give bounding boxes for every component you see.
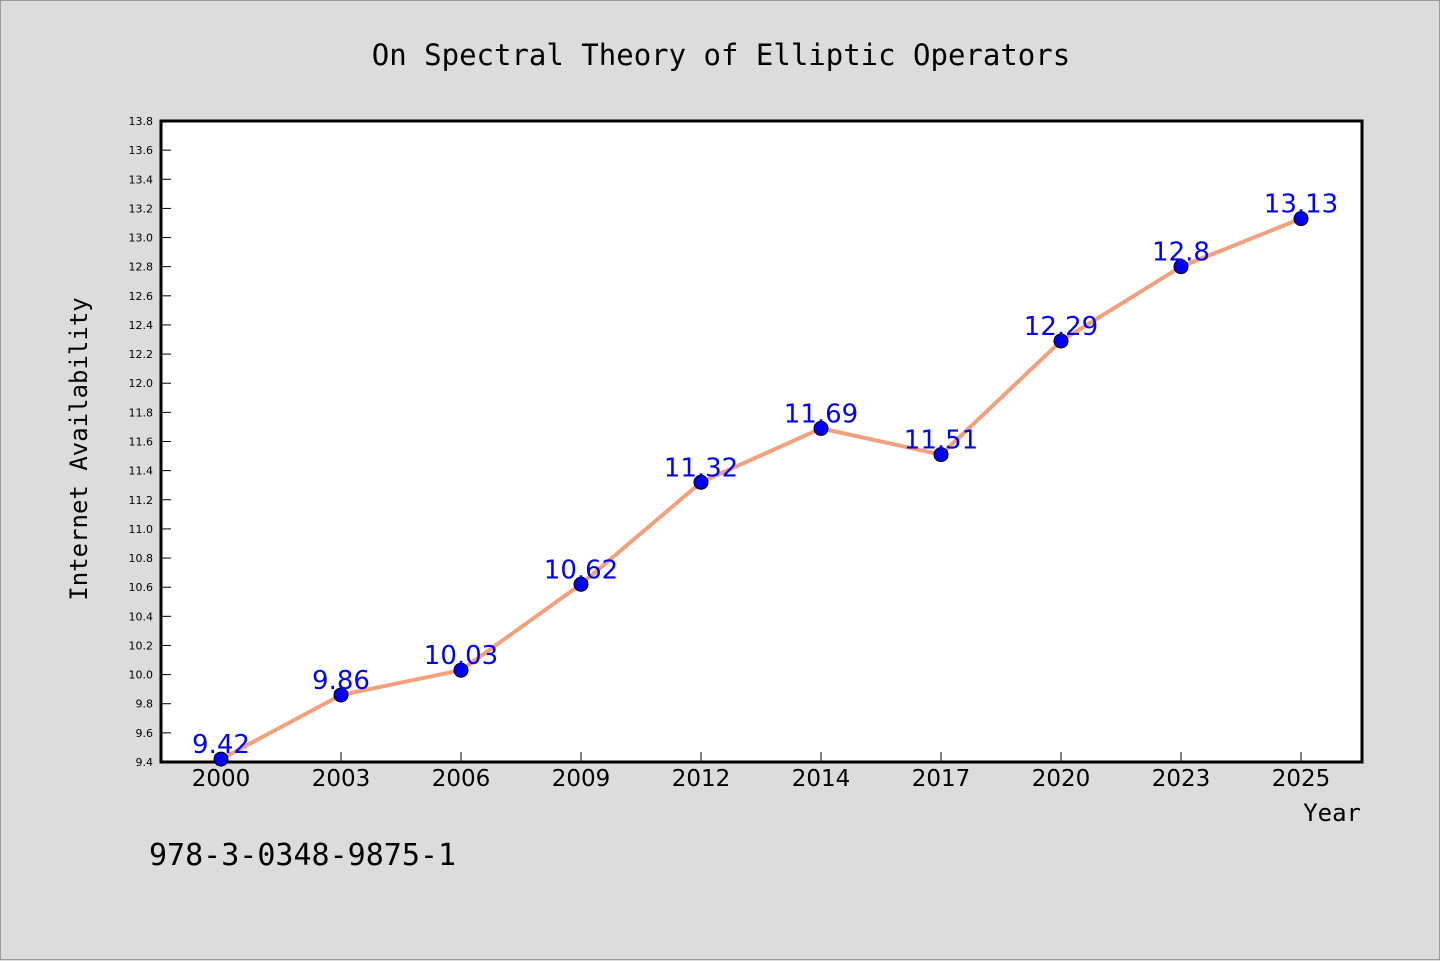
y-tick-label: 11.6	[129, 436, 154, 449]
data-point	[813, 420, 829, 436]
data-label: 12.29	[1024, 312, 1098, 342]
x-tick-label: 2006	[432, 766, 491, 792]
y-tick-label: 9.8	[136, 698, 154, 711]
y-axis-label: Internet Availability	[65, 297, 93, 600]
plot-area	[159, 119, 1364, 764]
data-label: 13.13	[1264, 190, 1338, 220]
y-tick-label: 11.0	[129, 523, 154, 536]
y-tick-label: 13.8	[129, 115, 154, 128]
x-axis: 2000 2003 2006 2009 2012 2014 2017 2020 2023 2025	[192, 752, 1331, 792]
y-tick-label: 12.0	[129, 377, 154, 390]
y-tick-label: 10.6	[129, 581, 154, 594]
data-label: 11.32	[664, 453, 738, 483]
y-tick-label: 11.4	[129, 465, 154, 478]
data-point	[693, 474, 709, 490]
x-tick-label: 2003	[312, 766, 371, 792]
chart-title: On Spectral Theory of Elliptic Operators	[372, 38, 1070, 72]
y-tick-label: 12.8	[129, 261, 154, 274]
series-line	[220, 216, 1302, 761]
x-tick-label: 2020	[1032, 766, 1091, 792]
y-tick-label: 13.6	[129, 144, 154, 157]
data-point	[573, 576, 589, 592]
data-point	[933, 447, 949, 463]
y-axis: 9.4 9.6 9.8 10.0 10.2 10.4 10.6 10.8 11.0 11.2 11.…	[129, 115, 171, 769]
data-point	[333, 687, 349, 703]
data-label: 9.42	[192, 730, 250, 760]
data-label: 11.69	[784, 399, 858, 429]
y-tick-label: 10.4	[129, 610, 154, 623]
isbn-label: 978-3-0348-9875-1	[149, 838, 456, 873]
data-point	[453, 662, 469, 678]
y-tick-label: 11.2	[129, 494, 154, 507]
x-tick-label: 2012	[672, 766, 731, 792]
data-label: 9.86	[312, 666, 370, 696]
x-tick-label: 2009	[552, 766, 611, 792]
y-tick-label: 13.2	[129, 202, 154, 215]
y-tick-label: 9.6	[136, 727, 154, 740]
data-label: 11.51	[904, 426, 978, 456]
x-tick-label: 2025	[1272, 766, 1331, 792]
y-tick-label: 12.6	[129, 290, 154, 303]
data-point	[1053, 333, 1069, 349]
y-tick-label: 11.8	[129, 406, 154, 419]
y-tick-label: 10.0	[129, 669, 154, 682]
y-tick-label: 13.4	[129, 173, 154, 186]
y-tick-label: 10.8	[129, 552, 154, 565]
data-label: 10.62	[544, 555, 618, 585]
data-label: 10.03	[424, 641, 498, 671]
x-tick-label: 2017	[912, 766, 971, 792]
y-tick-label: 10.2	[129, 639, 154, 652]
data-point	[1293, 211, 1309, 227]
y-tick-label: 9.4	[136, 756, 154, 769]
data-label: 12.8	[1152, 238, 1210, 268]
x-axis-label: Year	[1303, 799, 1361, 827]
data-point	[1173, 259, 1189, 275]
y-tick-label: 13.0	[129, 232, 154, 245]
y-tick-label: 12.2	[129, 348, 154, 361]
x-tick-label: 2023	[1152, 766, 1211, 792]
data-point	[213, 751, 229, 767]
x-tick-label: 2000	[192, 766, 251, 792]
y-tick-label: 12.4	[129, 319, 154, 332]
x-tick-label: 2014	[792, 766, 851, 792]
series-group: 9.42 9.86 10.03 10.62 11.32 11.69 11.51 12.29 12…	[192, 190, 1338, 767]
